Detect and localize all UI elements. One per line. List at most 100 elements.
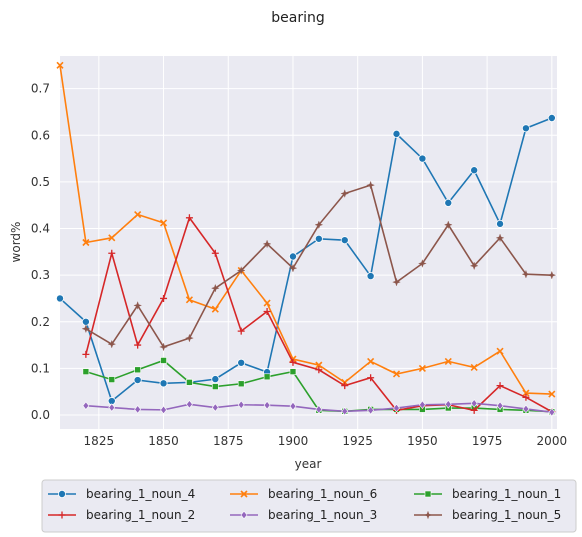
data-point bbox=[496, 401, 504, 410]
data-point bbox=[367, 357, 375, 365]
data-point bbox=[366, 180, 375, 190]
data-point bbox=[108, 403, 116, 412]
data-point bbox=[289, 401, 297, 411]
data-point bbox=[314, 220, 324, 230]
data-point bbox=[366, 272, 375, 281]
y-axis-label: word% bbox=[9, 222, 23, 263]
series-bearing_1_noun_3 bbox=[82, 399, 556, 417]
y-tick-label: 0.6 bbox=[31, 128, 50, 142]
series-bearing_1_noun_2 bbox=[82, 214, 556, 416]
y-tick-label: 0.0 bbox=[31, 408, 50, 422]
data-point bbox=[547, 270, 557, 280]
data-point bbox=[496, 347, 504, 355]
data-point bbox=[81, 317, 90, 326]
data-point bbox=[211, 283, 220, 293]
legend-marker bbox=[240, 490, 248, 498]
data-point bbox=[521, 124, 530, 133]
data-point bbox=[263, 299, 271, 307]
data-point bbox=[134, 210, 142, 219]
data-point bbox=[263, 400, 271, 410]
data-point bbox=[496, 382, 504, 390]
data-point bbox=[237, 358, 246, 367]
x-tick-label: 2000 bbox=[537, 434, 568, 448]
data-point bbox=[547, 114, 556, 123]
data-point bbox=[263, 373, 271, 381]
data-point bbox=[82, 238, 90, 247]
data-point bbox=[548, 407, 556, 417]
legend-label: bearing_1_noun_6 bbox=[268, 487, 377, 501]
legend-marker bbox=[240, 510, 248, 520]
legend-label: bearing_1_noun_3 bbox=[268, 508, 377, 522]
data-point bbox=[133, 376, 142, 385]
data-point bbox=[82, 350, 90, 358]
series-bearing_1_noun_5 bbox=[81, 180, 557, 352]
data-point bbox=[289, 358, 297, 366]
data-point bbox=[263, 308, 271, 316]
legend: bearing_1_noun_4 bearing_1_noun_6 bearing_… bbox=[41, 479, 577, 533]
data-point bbox=[186, 400, 193, 409]
x-tick-label: 1825 bbox=[84, 434, 115, 448]
data-point bbox=[496, 219, 505, 228]
data-point bbox=[237, 400, 245, 410]
legend-item: bearing_1_noun_1 bbox=[414, 487, 561, 501]
data-point bbox=[108, 234, 116, 242]
x-tick-label: 1875 bbox=[213, 434, 244, 448]
data-point bbox=[444, 357, 452, 365]
data-point bbox=[341, 382, 349, 390]
data-point bbox=[522, 389, 530, 397]
data-point bbox=[82, 401, 90, 410]
data-point bbox=[522, 404, 530, 414]
legend-label: bearing_1_noun_1 bbox=[452, 487, 561, 501]
y-tick-label: 0.7 bbox=[31, 82, 50, 96]
x-tick-label: 1925 bbox=[342, 434, 373, 448]
data-point bbox=[159, 219, 168, 227]
data-point bbox=[107, 339, 117, 349]
data-point bbox=[469, 261, 479, 271]
tick-labels: 1825 1850 1875 1900 1925 1950 1975 2000 0.0 0.1 0.… bbox=[31, 82, 567, 448]
data-point bbox=[237, 327, 245, 335]
legend-item: bearing_1_noun_6 bbox=[230, 487, 377, 501]
data-point bbox=[160, 294, 168, 302]
legend-item: bearing_1_noun_3 bbox=[230, 508, 377, 522]
data-point bbox=[470, 166, 479, 175]
data-point bbox=[392, 277, 401, 287]
data-point bbox=[444, 198, 453, 207]
y-tick-label: 0.4 bbox=[31, 222, 50, 236]
data-point bbox=[444, 400, 452, 409]
legend-label: bearing_1_noun_4 bbox=[86, 487, 195, 501]
data-point bbox=[134, 405, 142, 414]
data-point bbox=[315, 405, 323, 414]
data-point bbox=[392, 370, 401, 378]
data-point bbox=[133, 301, 142, 310]
y-tick-label: 0.5 bbox=[31, 175, 50, 189]
data-point bbox=[160, 405, 167, 415]
data-point bbox=[521, 269, 531, 279]
data-point bbox=[418, 364, 426, 372]
data-point bbox=[211, 403, 219, 412]
y-tick-label: 0.1 bbox=[31, 361, 50, 375]
series-layer bbox=[56, 61, 557, 417]
data-point bbox=[367, 374, 375, 382]
x-tick-label: 1950 bbox=[407, 434, 438, 448]
data-point bbox=[367, 406, 375, 415]
data-point bbox=[444, 220, 453, 230]
data-point bbox=[134, 366, 141, 374]
data-point bbox=[108, 376, 116, 383]
legend-box bbox=[41, 479, 577, 533]
legend-marker bbox=[424, 490, 432, 498]
data-point bbox=[393, 403, 400, 413]
data-point bbox=[392, 129, 401, 138]
y-tick-label: 0.3 bbox=[31, 268, 50, 282]
data-point bbox=[418, 154, 427, 163]
data-point bbox=[159, 342, 168, 352]
data-point bbox=[340, 236, 349, 245]
legend-marker bbox=[58, 489, 67, 498]
data-point bbox=[548, 390, 556, 398]
data-point bbox=[211, 305, 219, 313]
data-point bbox=[340, 189, 349, 198]
series-bearing_1_noun_6 bbox=[56, 61, 556, 398]
data-point bbox=[134, 341, 142, 349]
data-point bbox=[236, 266, 246, 275]
legend-marker bbox=[423, 510, 433, 520]
